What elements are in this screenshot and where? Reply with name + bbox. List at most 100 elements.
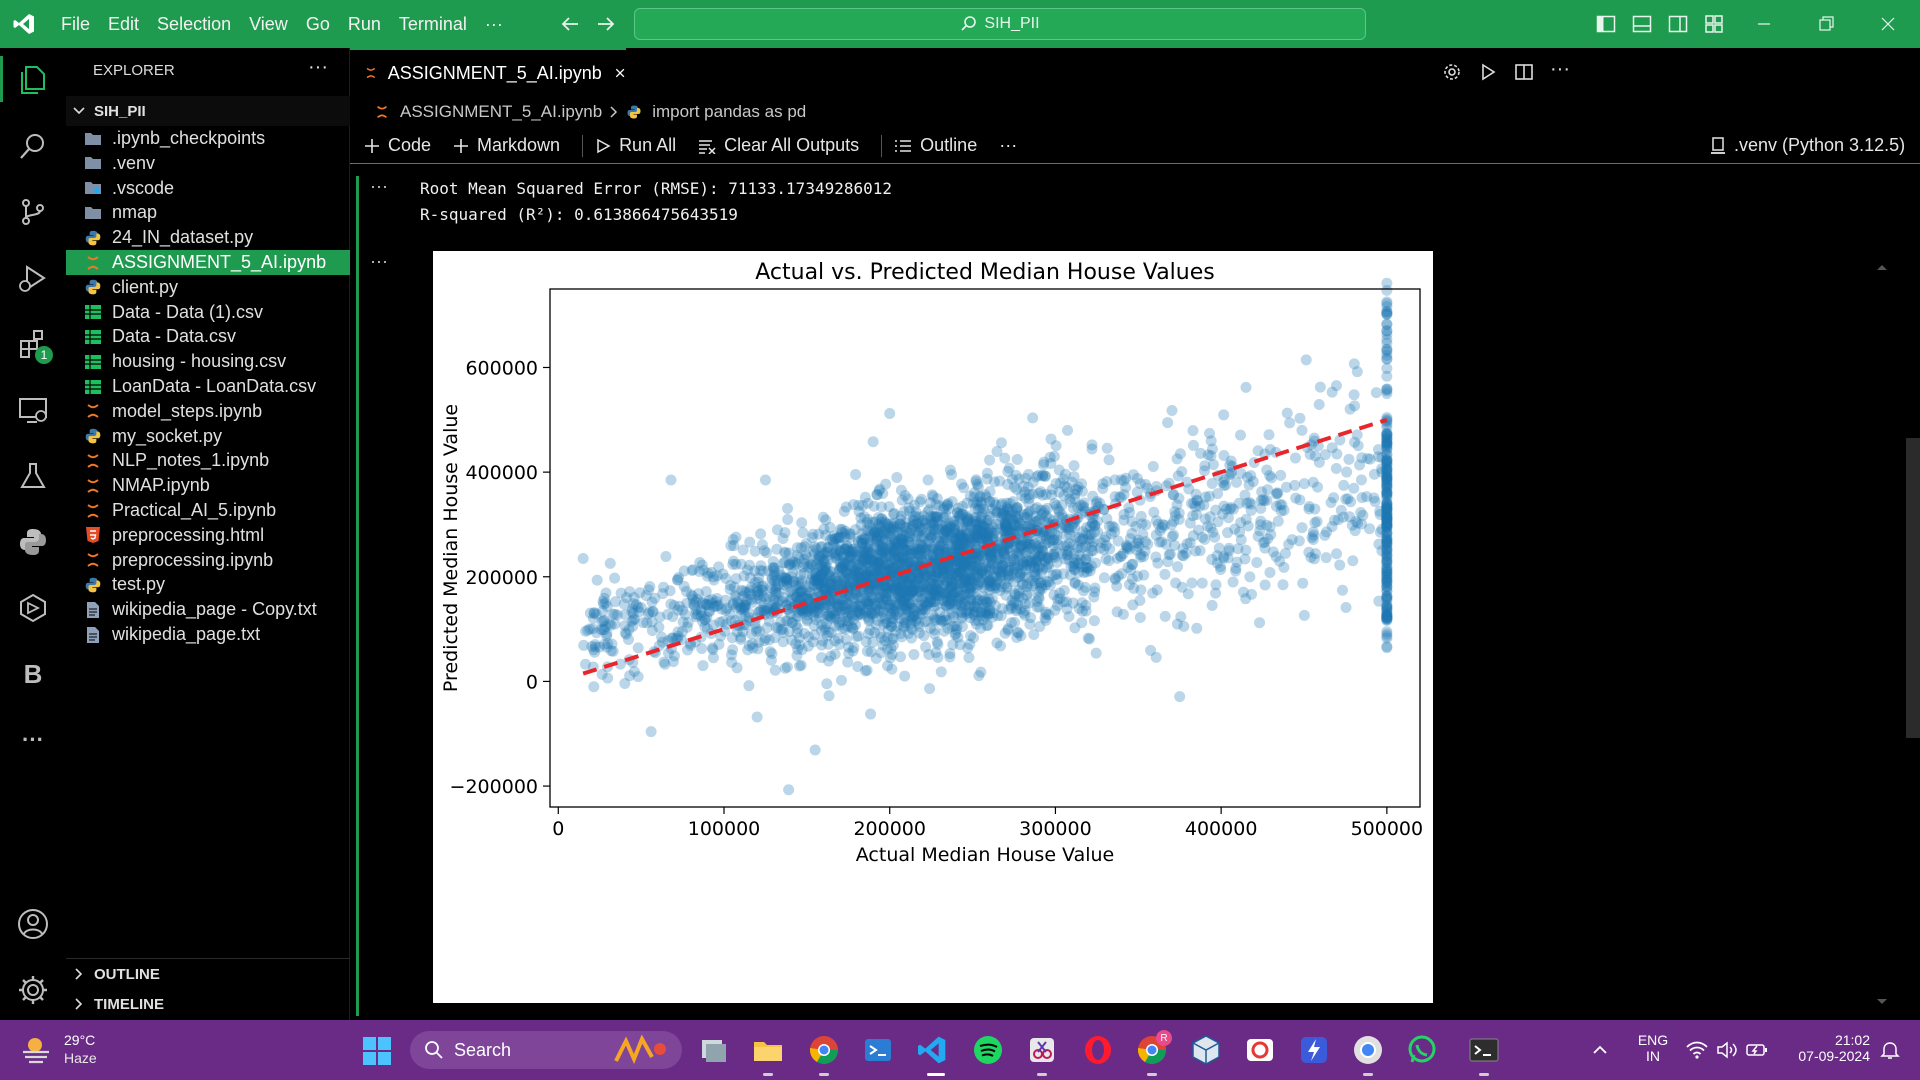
breadcrumb-file[interactable]: ASSIGNMENT_5_AI.ipynb — [400, 102, 603, 121]
opera-icon[interactable] — [1082, 1034, 1114, 1066]
screen-recorder-icon[interactable] — [1244, 1034, 1276, 1066]
taskbar-search-box[interactable]: Search — [410, 1031, 682, 1069]
close-window-icon[interactable] — [1878, 14, 1898, 34]
kernel-picker[interactable]: .venv (Python 3.12.5) — [1710, 135, 1905, 156]
toggle-panel-icon[interactable] — [1632, 14, 1652, 34]
menu-edit[interactable]: Edit — [108, 13, 140, 34]
file-item[interactable]: ASSIGNMENT_5_AI.ipynb — [66, 250, 350, 275]
menu-selection[interactable]: Selection — [157, 13, 232, 34]
file-item[interactable]: Data - Data (1).csv — [66, 300, 350, 325]
explorer-more-button[interactable]: ··· — [308, 56, 328, 78]
file-item[interactable]: housing - housing.csv — [66, 349, 350, 374]
file-item[interactable]: NLP_notes_1.ipynb — [66, 448, 350, 473]
menu-go[interactable]: Go — [305, 13, 330, 34]
settings-gear-icon[interactable] — [13, 970, 53, 1010]
file-item[interactable]: test.py — [66, 572, 350, 597]
chrome-profile-icon[interactable]: R — [1136, 1030, 1172, 1066]
file-item[interactable]: .ipynb_checkpoints — [66, 126, 350, 151]
task-view-icon[interactable] — [698, 1034, 730, 1066]
menu-view[interactable]: View — [249, 13, 288, 34]
editor-more-actions-button[interactable]: ··· — [1550, 58, 1570, 80]
menu-terminal[interactable]: Terminal — [398, 13, 467, 34]
file-item[interactable]: Data - Data.csv — [66, 324, 350, 349]
file-item[interactable]: preprocessing.html — [66, 523, 350, 548]
close-tab-icon[interactable] — [614, 65, 626, 81]
file-item[interactable]: .venv — [66, 151, 350, 176]
clear-all-outputs-button[interactable]: Clear All Outputs — [698, 135, 859, 156]
volume-icon[interactable] — [1716, 1040, 1738, 1065]
breadcrumb-cell[interactable]: import pandas as pd — [652, 102, 807, 121]
notebook-settings-gear-icon[interactable] — [1442, 62, 1462, 87]
file-item[interactable]: wikipedia_page - Copy.txt — [66, 597, 350, 622]
cube-extension-icon[interactable] — [13, 588, 53, 628]
explorer-icon[interactable] — [13, 60, 53, 100]
show-hidden-icons-chevron-icon[interactable] — [1592, 1042, 1608, 1063]
search-icon[interactable] — [13, 126, 53, 166]
scroll-up-arrow-icon[interactable] — [1876, 258, 1888, 276]
file-item[interactable]: wikipedia_page.txt — [66, 622, 350, 647]
command-center-search[interactable]: SIH_PII — [634, 8, 1366, 40]
snipping-tool-icon[interactable] — [1026, 1034, 1058, 1066]
spotify-icon[interactable] — [972, 1034, 1004, 1066]
virtualbox-icon[interactable] — [1190, 1034, 1222, 1066]
whatsapp-icon[interactable] — [1406, 1034, 1438, 1066]
file-item[interactable]: LoanData - LoanData.csv — [66, 374, 350, 399]
run-notebook-icon[interactable] — [1478, 62, 1498, 87]
run-debug-icon[interactable] — [13, 258, 53, 298]
python-icon[interactable] — [13, 522, 53, 562]
extensions-icon[interactable]: 1 — [13, 324, 53, 364]
terminal-icon[interactable] — [1468, 1034, 1500, 1066]
file-item[interactable]: nmap — [66, 200, 350, 225]
testing-flask-icon[interactable] — [13, 456, 53, 496]
start-windows-icon[interactable] — [362, 1036, 392, 1066]
chrome-canary-icon[interactable] — [1352, 1034, 1384, 1066]
letter-b-icon[interactable]: B — [13, 654, 53, 694]
toolbar-more-button[interactable]: ··· — [999, 135, 1017, 156]
add-markdown-cell-button[interactable]: Markdown — [453, 135, 560, 156]
minimize-icon[interactable] — [1754, 14, 1774, 34]
file-item[interactable]: NMAP.ipynb — [66, 473, 350, 498]
file-item[interactable]: model_steps.ipynb — [66, 399, 350, 424]
file-item[interactable]: my_socket.py — [66, 424, 350, 449]
file-item[interactable]: Practical_AI_5.ipynb — [66, 498, 350, 523]
file-explorer-icon[interactable] — [752, 1034, 784, 1066]
split-editor-icon[interactable] — [1514, 62, 1534, 87]
outline-button[interactable]: Outline — [894, 135, 977, 156]
remote-explorer-icon[interactable] — [13, 390, 53, 430]
workspace-root[interactable]: SIH_PII — [66, 96, 350, 126]
language-indicator[interactable]: ENG IN — [1632, 1032, 1674, 1064]
azure-data-studio-icon[interactable] — [862, 1034, 894, 1066]
menu-file[interactable]: File — [61, 13, 91, 34]
menu-more[interactable]: ··· — [484, 13, 503, 34]
vscode-taskbar-icon[interactable] — [916, 1034, 948, 1066]
scrollbar-thumb[interactable] — [1906, 438, 1920, 738]
toggle-primary-sidebar-icon[interactable] — [1596, 14, 1616, 34]
output-more-button[interactable]: ··· — [370, 176, 388, 196]
notifications-bell-icon[interactable] — [1880, 1040, 1900, 1065]
clock[interactable]: 21:02 07-09-2024 — [1778, 1032, 1870, 1064]
outline-section[interactable]: OUTLINE — [66, 960, 350, 988]
file-item[interactable]: client.py — [66, 275, 350, 300]
battery-charging-icon[interactable] — [1746, 1040, 1768, 1065]
tab-assignment-notebook[interactable]: ASSIGNMENT_5_AI.ipynb — [350, 48, 626, 96]
timeline-section[interactable]: TIMELINE — [66, 990, 350, 1018]
menu-run[interactable]: Run — [347, 13, 381, 34]
chrome-icon[interactable] — [808, 1034, 840, 1066]
file-item[interactable]: .vscode — [66, 176, 350, 201]
forward-arrow-icon[interactable] — [594, 12, 618, 36]
power-automate-icon[interactable] — [1298, 1034, 1330, 1066]
accounts-icon[interactable] — [13, 904, 53, 944]
toggle-secondary-sidebar-icon[interactable] — [1668, 14, 1688, 34]
vscode-logo-icon[interactable] — [12, 12, 36, 36]
more-views-icon[interactable]: ··· — [13, 720, 53, 760]
file-item[interactable]: preprocessing.ipynb — [66, 548, 350, 573]
scroll-down-arrow-icon[interactable] — [1876, 993, 1888, 1011]
customize-layout-icon[interactable] — [1704, 14, 1724, 34]
wifi-icon[interactable] — [1686, 1040, 1708, 1065]
restore-icon[interactable] — [1816, 14, 1836, 34]
source-control-icon[interactable] — [13, 192, 53, 232]
plot-output-more-button[interactable]: ··· — [370, 251, 388, 271]
back-arrow-icon[interactable] — [558, 12, 582, 36]
add-code-cell-button[interactable]: Code — [364, 135, 431, 156]
weather-widget[interactable]: 29°C Haze — [20, 1030, 110, 1070]
